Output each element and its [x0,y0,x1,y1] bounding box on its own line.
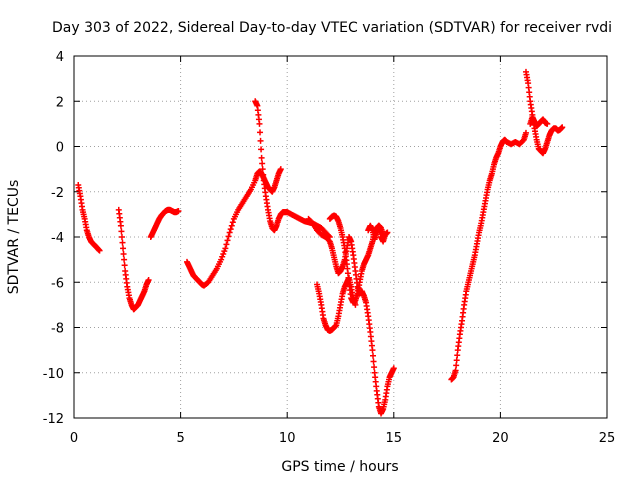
x-tick-label: 20 [492,431,509,446]
data-point [370,358,377,365]
plot-frame [73,55,608,419]
data-point [453,357,460,364]
data-point [120,250,127,257]
data-point [259,160,266,167]
y-tick-label: -6 [51,276,64,291]
series-seg12 [527,114,551,130]
data-point [145,276,152,283]
data-point [371,364,378,371]
data-point [121,262,128,269]
data-point [229,219,236,226]
series-seg6 [314,274,359,334]
y-tick-label: -10 [43,367,64,382]
data-point [120,245,127,252]
data-point [218,256,225,263]
data-point [369,347,376,354]
data-point [221,248,228,255]
data-point [453,362,460,369]
grid [74,56,607,418]
series-seg5 [252,98,333,240]
data-points [75,68,566,417]
data-point [257,137,264,144]
data-point [96,247,103,254]
data-point [258,154,265,161]
series-seg1 [75,181,103,254]
data-point [118,234,125,240]
data-point [223,241,230,248]
y-tick-label: 4 [56,50,64,65]
data-point [277,166,284,173]
data-point [222,245,229,252]
data-point [522,129,529,136]
data-point [227,226,234,233]
y-axis-label: SDTVAR / TECUs [6,180,22,295]
x-tick-label: 15 [386,431,403,446]
x-tick-label: 25 [599,431,616,446]
data-point [117,222,124,229]
series-seg7 [305,215,397,417]
data-point [225,233,232,240]
data-point [258,146,265,153]
y-tick-label: 2 [56,95,64,110]
data-point [228,222,235,229]
y-tick-label: -4 [51,231,64,246]
data-point [220,250,227,257]
data-point [390,365,397,372]
data-point [384,229,391,236]
series-seg10 [448,129,529,383]
y-tick-label: -12 [43,412,64,427]
chart-title: Day 303 of 2022, Sidereal Day-to-day VTE… [52,20,612,36]
series-seg3 [147,206,182,240]
data-point [224,237,231,244]
y-tick-label: -8 [51,322,64,337]
data-point [226,229,233,236]
data-point [219,253,226,260]
series-seg2 [115,206,152,313]
x-tick-label: 5 [176,431,184,446]
data-point [559,124,566,131]
y-tick-label: -2 [51,186,64,201]
series-seg11 [522,68,566,157]
x-axis-label: GPS time / hours [281,459,398,475]
data-point [118,228,125,235]
data-point [256,120,263,127]
data-point [175,207,182,214]
data-point [370,352,377,359]
series-seg4 [183,166,284,289]
x-tick-label: 0 [70,431,78,446]
x-tick-label: 10 [279,431,296,446]
series-seg9 [365,222,391,245]
data-point [544,120,551,127]
data-point [259,166,266,173]
data-point [119,239,126,246]
data-point [260,171,267,178]
data-point [452,367,459,374]
y-tick-label: 0 [56,141,64,156]
data-point [257,129,264,136]
data-point [454,352,461,359]
data-point [121,256,128,263]
